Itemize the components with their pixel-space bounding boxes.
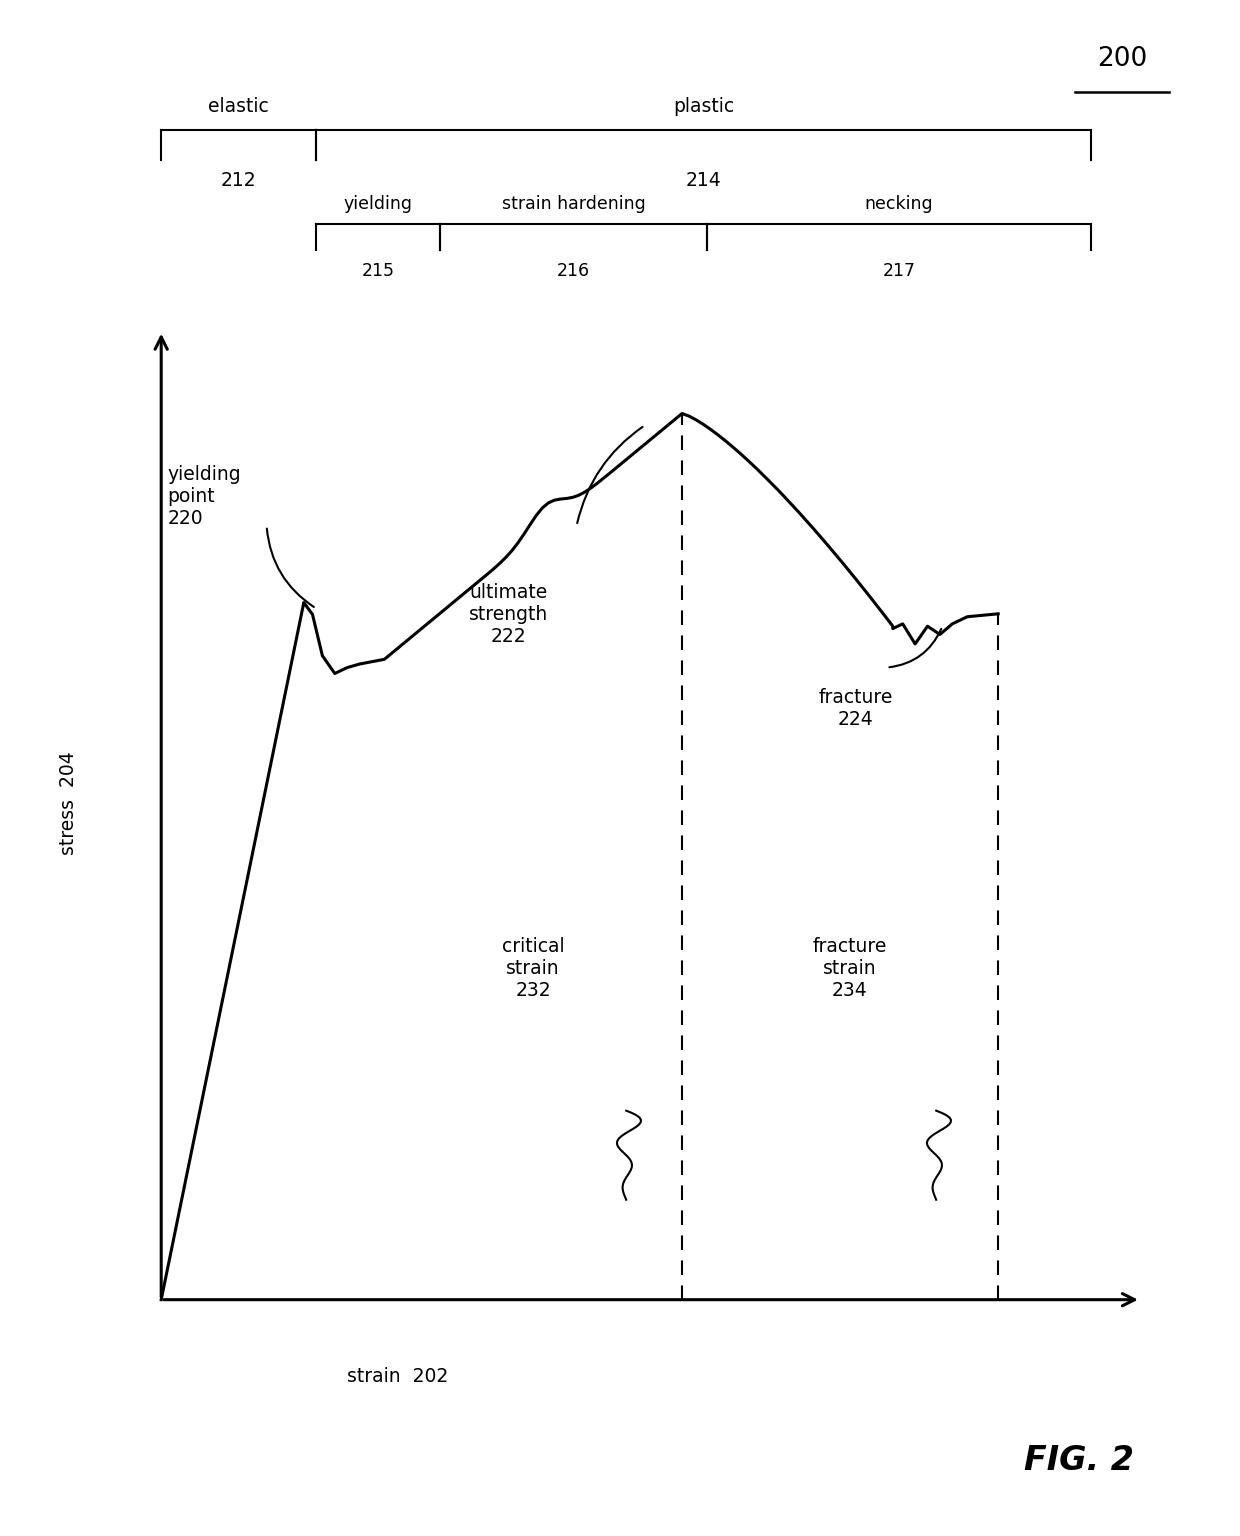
Text: strain  202: strain 202 (347, 1367, 449, 1385)
Text: fracture
strain
234: fracture strain 234 (812, 937, 887, 1000)
Text: strain hardening: strain hardening (502, 195, 645, 212)
Text: yielding: yielding (343, 195, 413, 212)
Text: necking: necking (864, 195, 934, 212)
Text: ultimate
strength
222: ultimate strength 222 (469, 582, 548, 647)
Text: FIG. 2: FIG. 2 (1024, 1444, 1133, 1478)
Text: 215: 215 (362, 263, 394, 280)
Text: 217: 217 (883, 263, 915, 280)
Text: 216: 216 (557, 263, 590, 280)
Text: 212: 212 (221, 172, 257, 190)
Text: plastic: plastic (673, 97, 734, 115)
Text: 214: 214 (686, 172, 722, 190)
Text: yielding
point
220: yielding point 220 (167, 465, 241, 528)
Text: critical
strain
232: critical strain 232 (502, 937, 564, 1000)
Text: fracture
224: fracture 224 (818, 688, 893, 730)
Text: stress  204: stress 204 (58, 751, 78, 856)
Text: 200: 200 (1097, 46, 1147, 72)
Text: elastic: elastic (208, 97, 269, 115)
